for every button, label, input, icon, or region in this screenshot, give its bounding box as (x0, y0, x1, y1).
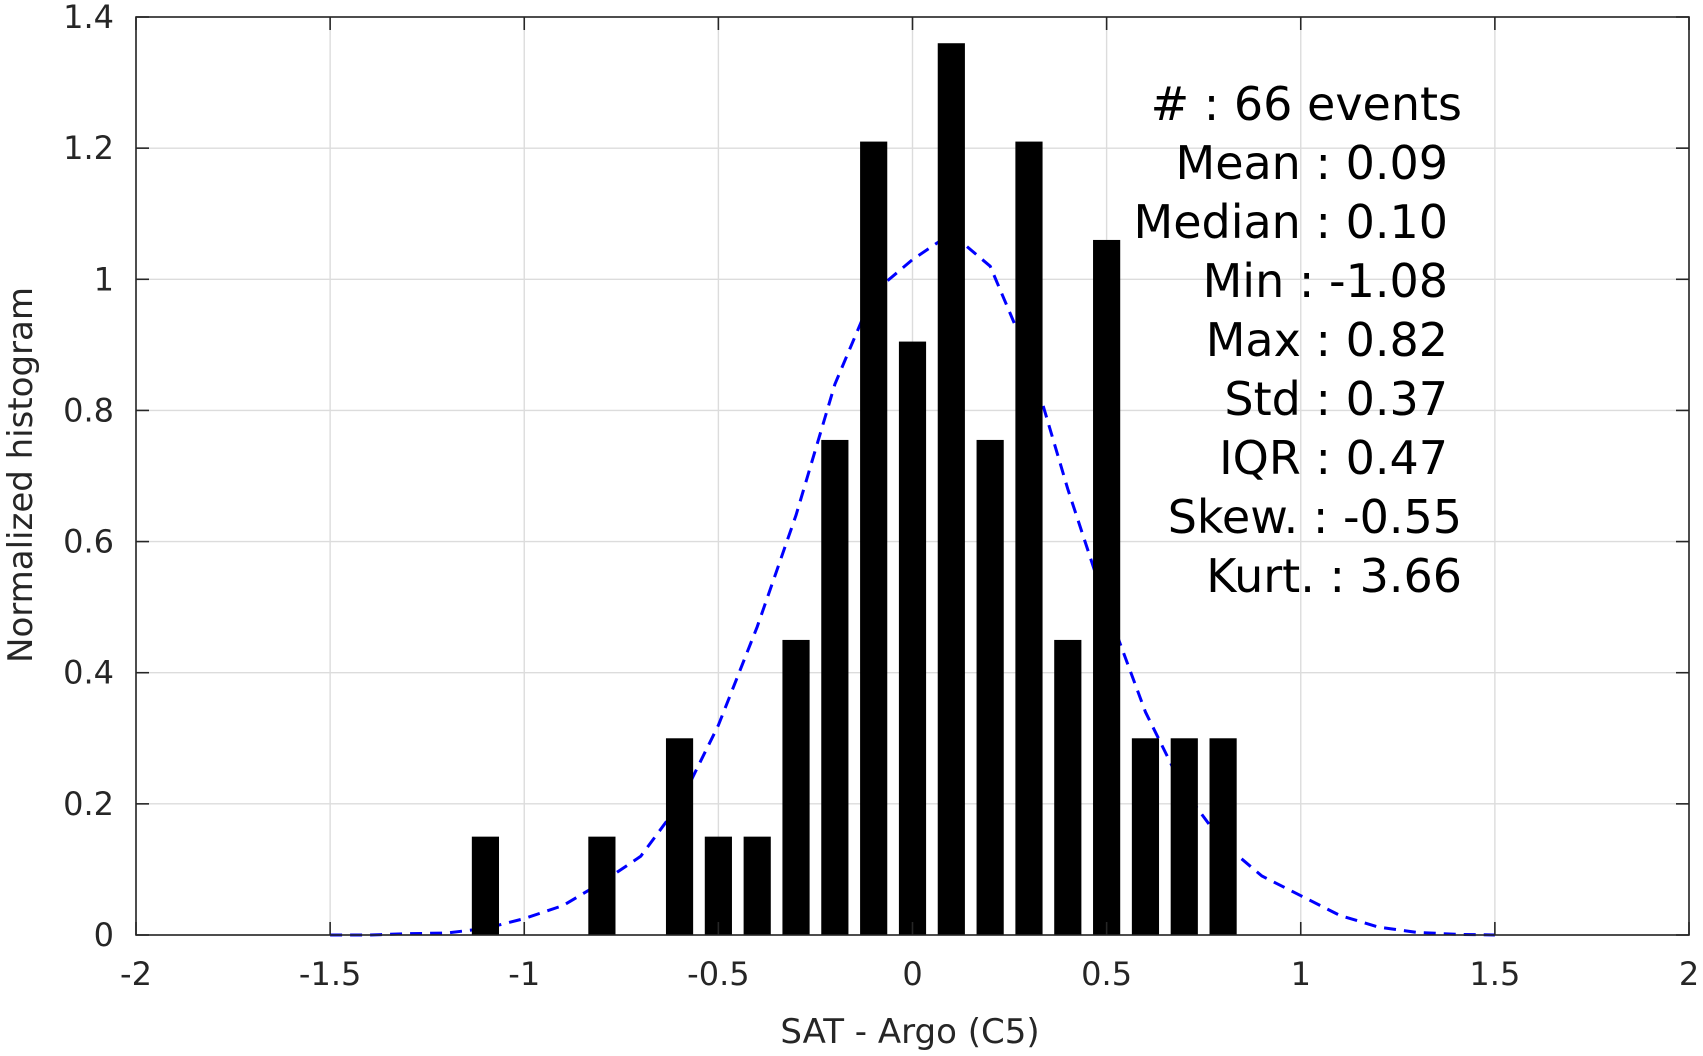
stat-kurt: Kurt. : 3.66 (1206, 549, 1462, 603)
histogram-bar (743, 836, 771, 935)
fit-curve-line (330, 231, 1495, 937)
stat-count: # : 66 events (1151, 77, 1462, 131)
y-tick-label: 0 (94, 916, 114, 954)
y-tick-label: 1.2 (63, 129, 114, 167)
x-axis-label: SAT - Argo (C5) (780, 1012, 1039, 1052)
histogram-bar (1131, 738, 1160, 935)
y-tick-label: 0.6 (63, 523, 114, 561)
y-tick-label: 1 (94, 260, 114, 298)
histogram-bars (471, 43, 1237, 936)
histogram-bar (976, 439, 1004, 935)
stat-min: Min : -1.08 (1203, 254, 1448, 308)
stat-median: Median : 0.10 (1134, 195, 1448, 249)
y-axis-label: Normalized histogram (1, 287, 41, 663)
stat-iqr: IQR : 0.47 (1219, 431, 1448, 485)
histogram-bar (898, 341, 927, 935)
x-tick-label: 2 (1679, 955, 1699, 993)
histogram-bar (1209, 738, 1237, 935)
x-axis-ticks: -2 -1.5 -1 -0.5 0 0.5 1 1.5 2 (120, 17, 1699, 993)
histogram-bar (1093, 239, 1121, 935)
histogram-bar (588, 836, 616, 935)
histogram-bar (665, 738, 694, 935)
stat-skew: Skew. : -0.55 (1168, 490, 1462, 544)
stats-box: # : 66 events Mean : 0.09 Median : 0.10 … (1134, 77, 1462, 603)
y-tick-label: 0.2 (63, 785, 114, 823)
y-tick-label: 0.4 (63, 654, 114, 692)
histogram-bar (821, 439, 849, 935)
stat-std: Std : 0.37 (1224, 372, 1448, 426)
histogram-bar (860, 141, 888, 936)
x-tick-label: 1 (1291, 955, 1311, 993)
y-tick-label: 1.4 (63, 0, 114, 36)
stat-max: Max : 0.82 (1206, 313, 1448, 367)
x-tick-label: -1 (508, 955, 540, 993)
histogram-bar (1015, 141, 1043, 936)
histogram-bar (1170, 738, 1198, 935)
histogram-bar (1054, 639, 1082, 935)
stat-mean: Mean : 0.09 (1176, 136, 1449, 190)
histogram-bar (937, 43, 965, 935)
histogram-bar (782, 639, 810, 935)
x-tick-label: 1.5 (1469, 955, 1520, 993)
x-tick-label: -1.5 (299, 955, 361, 993)
histogram-bar (704, 836, 732, 935)
y-axis-ticks: 0 0.2 0.4 0.6 0.8 1 1.2 1.4 (63, 0, 1689, 954)
y-tick-label: 0.8 (63, 391, 114, 429)
x-tick-label: -0.5 (687, 955, 749, 993)
x-tick-label: -2 (120, 955, 152, 993)
histogram-bar (471, 836, 500, 935)
x-tick-label: 0.5 (1081, 955, 1132, 993)
fit-curve-group (330, 231, 1495, 937)
x-tick-label: 0 (902, 955, 922, 993)
